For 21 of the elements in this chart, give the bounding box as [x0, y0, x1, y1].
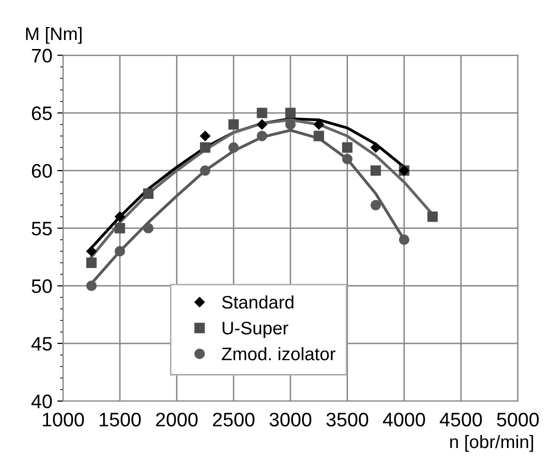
x-tick-label: 1500: [100, 412, 141, 426]
y-tick-label: 40: [31, 394, 52, 408]
x-axis-title: n [obr/min]: [450, 434, 534, 452]
y-tick-label: 65: [32, 106, 52, 120]
x-tick-label: 3000: [270, 412, 312, 426]
y-tick-label: 60: [32, 164, 52, 178]
y-tick-label: 70: [32, 48, 52, 63]
x-tick-label: 2500: [212, 412, 254, 426]
y-axis-title: M [Nm]: [26, 26, 82, 44]
y-tick-label: 55: [32, 222, 52, 236]
x-tick-label: 5000: [497, 412, 539, 426]
x-tick-label: 4000: [382, 412, 426, 426]
legend-label: Zmod. izolator: [222, 347, 336, 360]
legend-label: Standard: [222, 295, 294, 309]
x-tick-label: 3500: [326, 412, 368, 426]
y-tick-label: 50: [32, 279, 52, 294]
x-tick-label: 1000: [42, 412, 84, 426]
x-tick-label: 4500: [440, 412, 482, 426]
x-tick-label: 2000: [156, 412, 198, 426]
y-tick-label: 45: [31, 337, 52, 351]
legend-label: U-Super: [222, 322, 288, 338]
